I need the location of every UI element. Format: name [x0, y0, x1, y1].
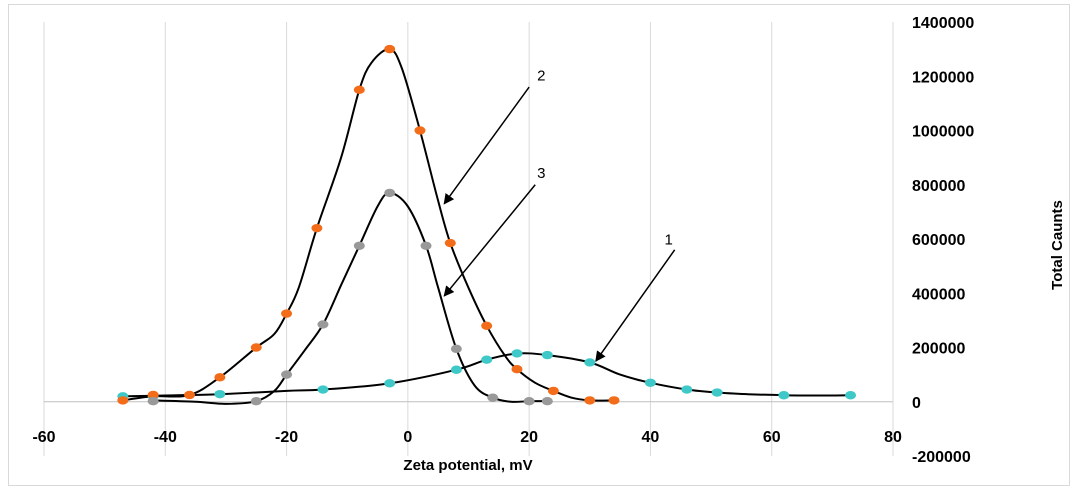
- series-3-point: [250, 397, 262, 406]
- series-2-point: [117, 396, 129, 405]
- curve-2-arrow: [443, 86, 530, 205]
- y-tick-label: 600000: [912, 232, 965, 249]
- series-2-point: [353, 85, 365, 95]
- series-2-point: [384, 44, 396, 54]
- y-tick-label: 800000: [912, 178, 965, 195]
- y-tick-label: 400000: [912, 286, 965, 303]
- series-2-point: [481, 321, 493, 330]
- x-tick-label: -20: [275, 429, 298, 446]
- series-1-point: [317, 385, 329, 394]
- series-1-point: [584, 358, 596, 367]
- x-axis-title: Zeta potential, mV: [403, 457, 532, 474]
- series-3-point: [147, 397, 159, 406]
- series-1-point: [681, 385, 693, 394]
- point-layer: [117, 44, 857, 406]
- series-1-point: [450, 365, 462, 374]
- y-tick-label: 1400000: [912, 15, 974, 32]
- curve-2-label: 2: [537, 67, 545, 84]
- series-2-point: [511, 365, 523, 374]
- series-2-point: [584, 396, 596, 405]
- curve-1-label: 1: [664, 231, 672, 248]
- y-tick-label: -200000: [912, 449, 971, 466]
- series-3-point: [281, 370, 293, 379]
- series-1-point: [384, 379, 396, 388]
- series-3-point: [384, 188, 396, 198]
- x-tick-label: 40: [642, 429, 660, 446]
- y-tick-label: 1000000: [912, 124, 974, 141]
- series-2-point: [444, 238, 456, 248]
- curve-1-arrow: [595, 249, 676, 362]
- series-3-point: [523, 397, 535, 406]
- series-2-point: [250, 343, 262, 352]
- series-1-point: [711, 388, 723, 397]
- series-2-curve: [122, 48, 615, 402]
- series-1-point: [644, 378, 656, 387]
- x-tick-label: 80: [884, 429, 902, 446]
- y-tick-label: 200000: [912, 341, 965, 358]
- series-2-point: [414, 126, 426, 135]
- curve-layer: [122, 48, 851, 405]
- series-1-point: [845, 391, 857, 400]
- series-1-point: [511, 349, 523, 358]
- series-2-point: [281, 309, 293, 318]
- series-3-point: [420, 241, 432, 250]
- series-1-point: [541, 350, 553, 360]
- y-axis-title: Total Caunts: [1049, 200, 1066, 290]
- axis-layer: -60 -40 -20 0 20 40 60 80 -200000 0 200000 400000 60…: [32, 15, 974, 466]
- series-2-point: [184, 390, 196, 400]
- y-tick-label: 1200000: [912, 69, 974, 86]
- series-3-point: [541, 397, 553, 406]
- chart-frame: [8, 4, 1070, 486]
- curve-3-label: 3: [537, 165, 545, 182]
- grid-layer: [43, 22, 894, 456]
- curve-3-arrow: [443, 184, 536, 297]
- series-3-point: [450, 344, 462, 354]
- series-3-point: [317, 320, 329, 329]
- x-tick-label: -40: [154, 429, 177, 446]
- series-1-point: [778, 391, 790, 400]
- annotation-layer: 2 3 1: [443, 67, 676, 362]
- series-2-point: [608, 396, 620, 405]
- series-3-point: [487, 393, 499, 402]
- x-tick-label: 60: [763, 429, 781, 446]
- x-tick-label: 20: [520, 429, 538, 446]
- series-3-point: [353, 241, 365, 250]
- series-3-curve: [153, 191, 548, 405]
- series-1-point: [214, 389, 226, 399]
- x-tick-label: -60: [32, 429, 55, 446]
- series-2-point: [147, 390, 159, 400]
- series-2-point: [547, 386, 559, 396]
- series-2-point: [311, 223, 323, 233]
- y-tick-label: 0: [912, 395, 921, 412]
- x-tick-label: 0: [403, 429, 412, 446]
- series-1-point: [481, 355, 493, 364]
- label-layer: Zeta potential, mV Total Caunts: [403, 200, 1066, 474]
- series-2-point: [214, 373, 226, 382]
